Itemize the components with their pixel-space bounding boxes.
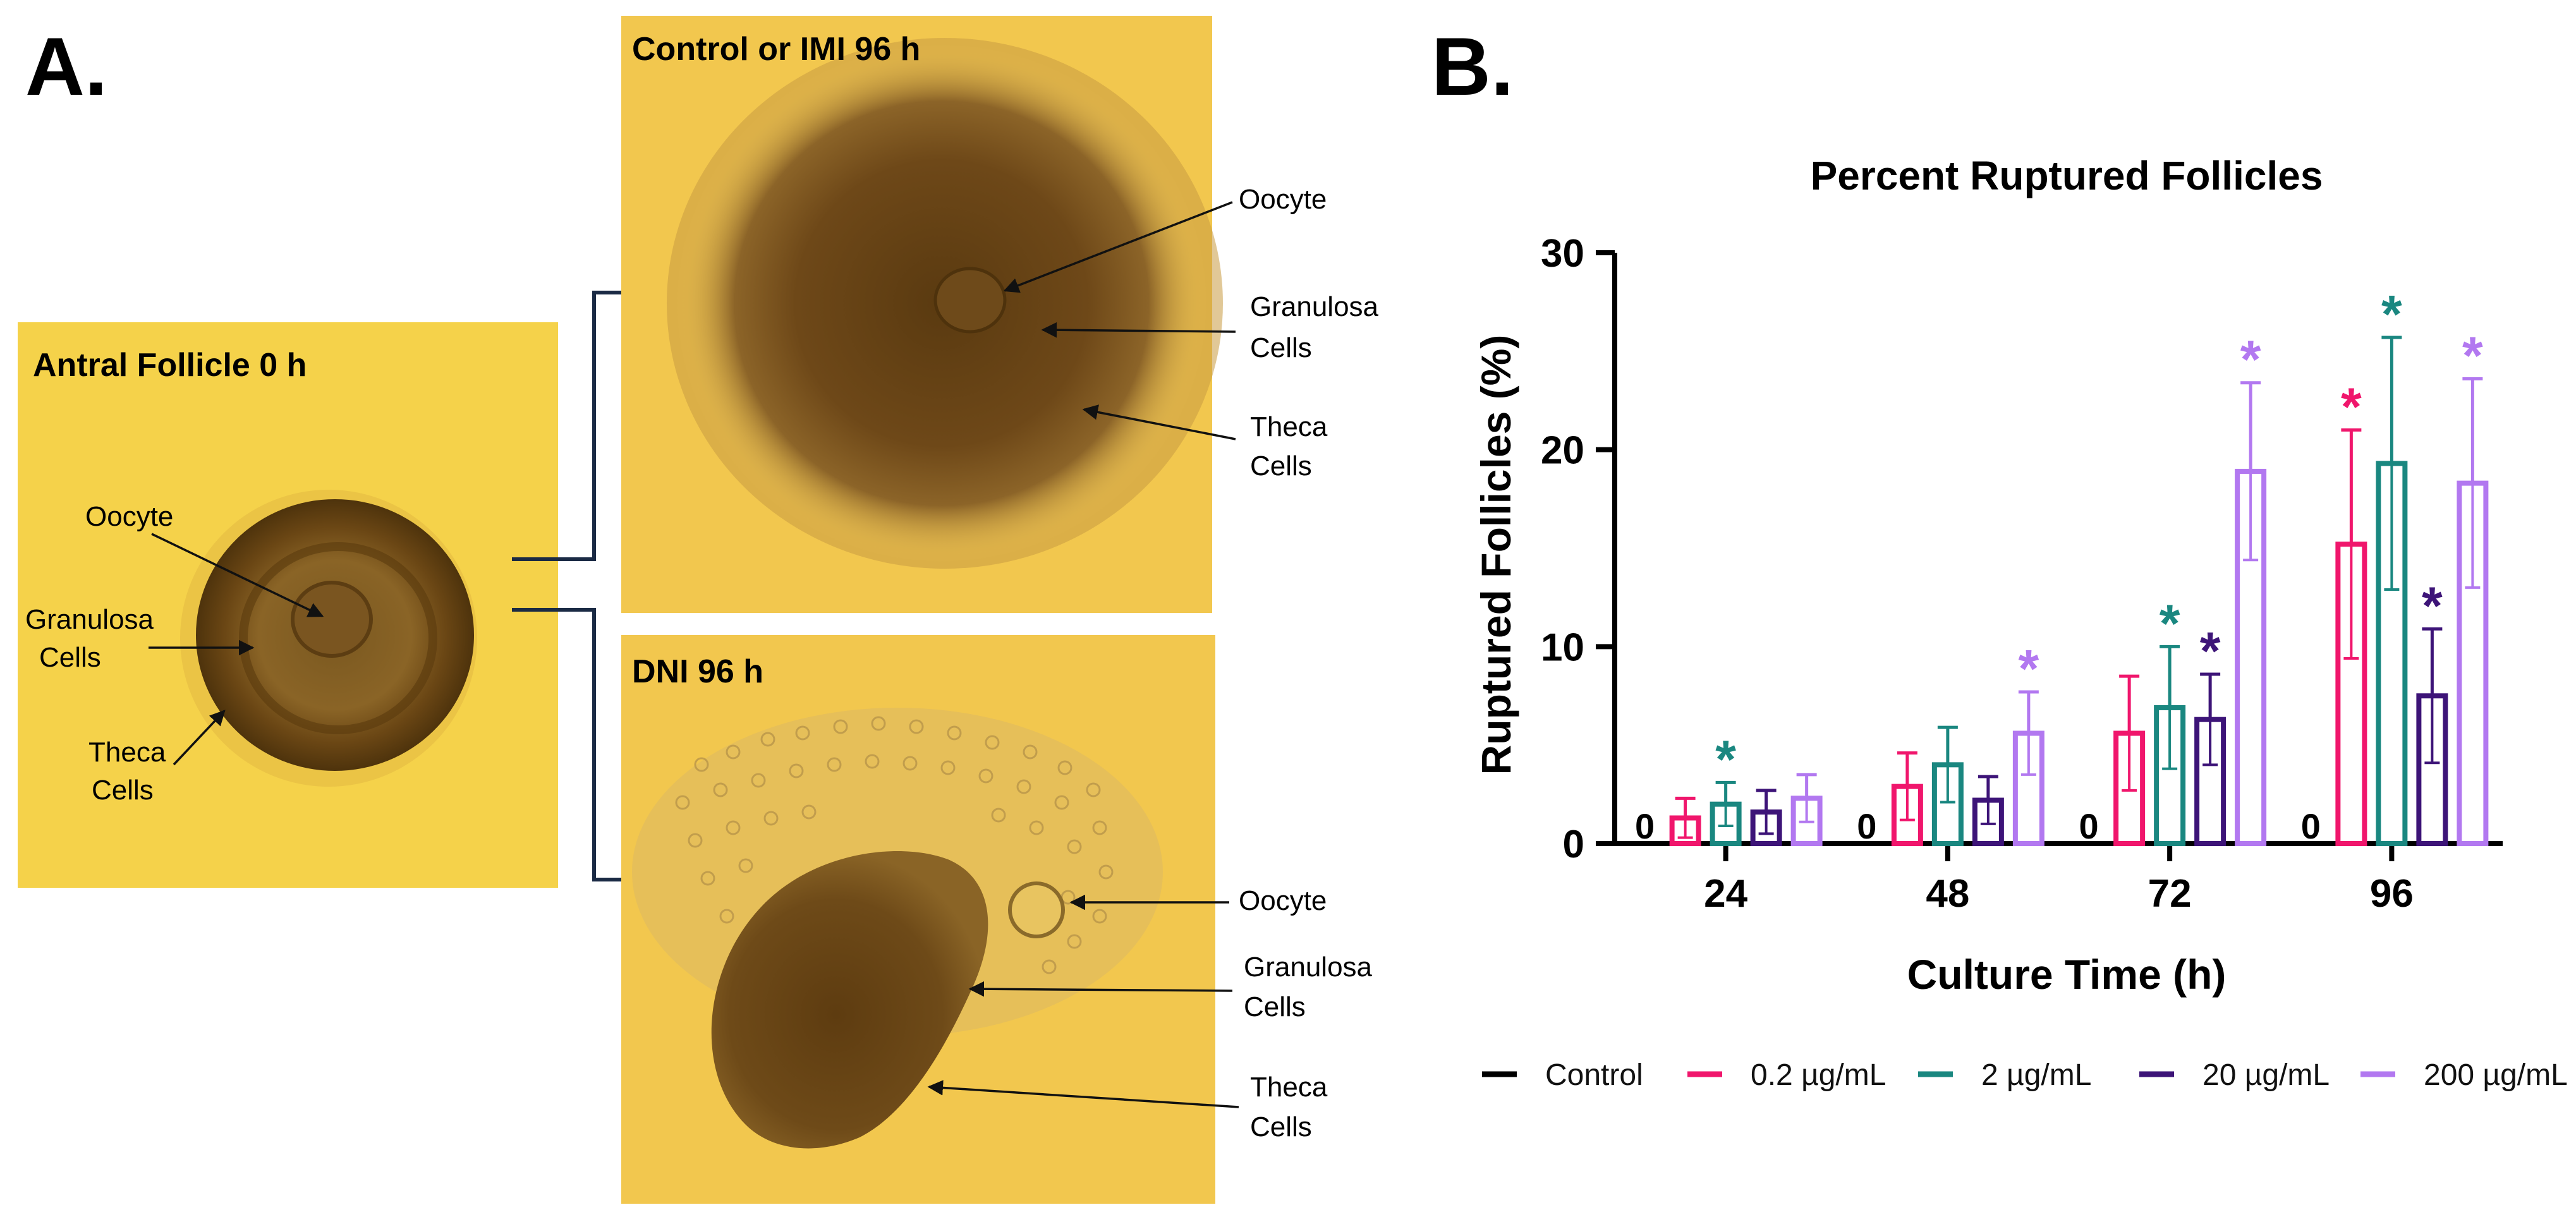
x-tick-label: 24 [1704,872,1747,916]
significance-marker: * [2381,284,2402,344]
zero-value-label: 0 [2301,806,2321,846]
antral-oocyte-arrow [151,533,324,617]
dni-theca-label-1: Theca [1250,1072,1328,1103]
dni-photo: DNI 96 h Oocyte Granulosa Cells Theca Ce… [621,635,1373,1204]
panel-a: A. Antral Follicle 0 h Oocyte Granulosa … [18,16,1379,1204]
antral-granulosa-label-2: Cells [39,642,101,673]
dni-granulosa-arrow [968,981,1233,997]
control-theca-arrow [1082,404,1236,440]
y-tick-label: 10 [1541,626,1584,669]
dni-theca-arrow [927,1080,1239,1108]
y-axis-label: Ruptured Follicles (%) [1473,335,1519,775]
control-photo: Control or IMI 96 h Oocyte Granulosa Cel… [621,16,1379,613]
significance-marker: * [2019,639,2039,698]
antral-oocyte [291,581,373,658]
dni-granulosa-label-1: Granulosa [1244,952,1373,983]
significance-marker: * [2462,325,2483,385]
antral-granulosa-label-1: Granulosa [25,604,154,635]
antral-theca-label-1: Theca [88,737,166,768]
antral-oocyte-label: Oocyte [85,501,173,532]
y-tick-label: 30 [1541,232,1584,275]
zero-value-label: 0 [2079,806,2099,846]
legend-label: Control [1545,1058,1643,1092]
significance-marker: * [2341,377,2362,437]
legend-label: 200 µg/mL [2424,1058,2568,1092]
significance-marker: * [2160,593,2180,653]
antral-follicle-ring [239,542,437,734]
chart-legend: Control 0.2 µg/mL 2 µg/mL 20 µg/mL 200 µg/mL [1482,1058,2568,1092]
dni-cell-dots [675,716,1114,974]
dni-oocyte-label: Oocyte [1239,885,1327,916]
chart-plot: 0 10 20 30 24 0 * 48 0 * 72 0 * * * 96 0 * * * * [1541,232,2503,916]
control-oocyte-label: Oocyte [1239,184,1327,215]
control-granulosa-arrow [1041,322,1236,338]
dni-oocyte [1008,881,1065,938]
control-oocyte [933,267,1007,334]
y-tick-label: 0 [1563,823,1584,866]
chart-title: Percent Ruptured Follicles [1811,153,2323,198]
legend-label: 20 µg/mL [2202,1058,2330,1092]
x-tick-label: 96 [2370,872,2414,916]
legend-label: 0.2 µg/mL [1751,1058,1886,1092]
control-granulosa-label-2: Cells [1250,332,1312,363]
dni-granulosa-label-2: Cells [1244,991,1306,1022]
dni-title: DNI 96 h [632,653,763,690]
control-oocyte-arrow [1003,201,1233,293]
control-title: Control or IMI 96 h [632,31,920,68]
control-theca-label-2: Cells [1250,451,1312,481]
panel-b-label: B. [1431,20,1514,112]
control-granulosa-label-1: Granulosa [1250,291,1379,322]
legend-label: 2 µg/mL [1981,1058,2091,1092]
x-tick-label: 72 [2148,872,2192,916]
significance-marker: * [2422,576,2443,635]
panel-b: B. Percent Ruptured Follicles Ruptured F… [1431,20,2568,1092]
x-axis-label: Culture Time (h) [1907,951,2227,998]
significance-marker: * [2200,621,2221,681]
x-tick-label: 48 [1926,872,1969,916]
significance-marker: * [1715,729,1736,789]
panel-a-label: A. [25,20,107,112]
antral-theca-label-2: Cells [92,775,154,806]
antral-follicle-photo: Antral Follicle 0 h Oocyte Granulosa Cel… [18,322,558,888]
antral-theca-arrow [173,710,226,766]
zero-value-label: 0 [1635,806,1655,846]
dni-follicle-body [711,851,988,1149]
y-tick-label: 20 [1541,429,1584,473]
antral-title: Antral Follicle 0 h [33,347,307,384]
significance-marker: * [2240,330,2261,389]
control-theca-label-1: Theca [1250,411,1328,442]
dni-theca-label-2: Cells [1250,1111,1312,1142]
zero-value-label: 0 [1857,806,1876,846]
